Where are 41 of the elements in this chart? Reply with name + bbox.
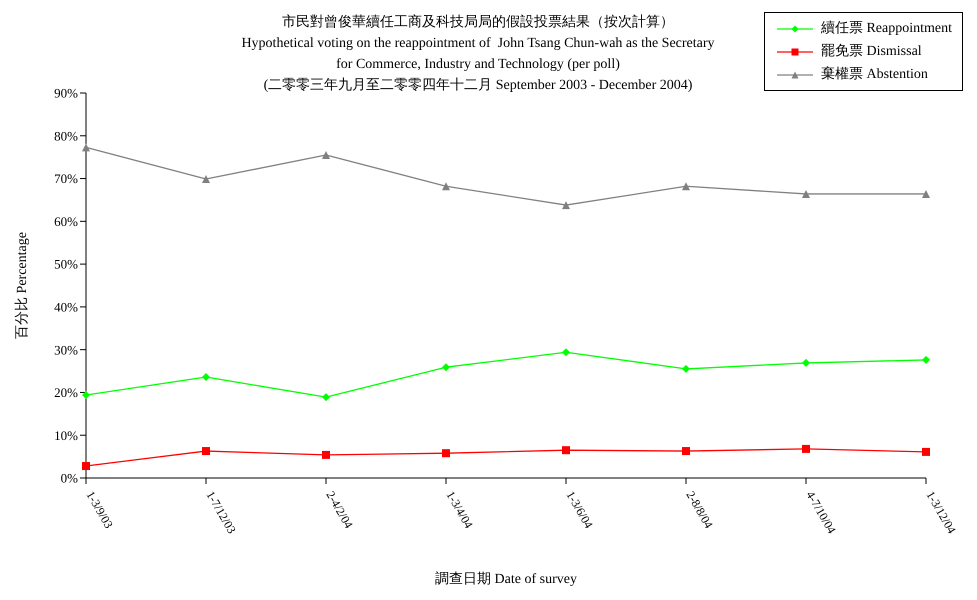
point xyxy=(202,373,210,382)
point xyxy=(802,358,810,367)
point xyxy=(82,391,90,400)
point xyxy=(82,462,90,470)
point xyxy=(322,450,330,459)
y-tick-label: 10% xyxy=(54,428,78,443)
legend-label: 棄權票 Abstention xyxy=(820,65,928,84)
point xyxy=(202,447,210,456)
chart-title: 市民對曾俊華續任工商及科技局局的假設投票結果（按次計算） xyxy=(281,13,675,32)
y-axis-title: 百分比 Percentage xyxy=(14,232,30,339)
point xyxy=(442,363,450,372)
y-tick-label: 80% xyxy=(54,128,78,144)
y-tick-label: 20% xyxy=(54,385,78,400)
point xyxy=(322,393,330,402)
point xyxy=(562,201,570,210)
chart-subtitle: Hypothetical voting on the reappointment of John Tsang Chun-wah as the Secretary for Commerce, Industry and Technology (per poll) (二零零三年九月至二零零四年十二月 September 2003 - December 2004) xyxy=(240,35,716,95)
point xyxy=(202,174,210,183)
y-tick-label: 60% xyxy=(54,214,78,229)
x-axis-title: 調查日期 Date of survey xyxy=(435,571,577,587)
point xyxy=(442,449,450,458)
point xyxy=(922,356,930,364)
point xyxy=(682,182,690,190)
point xyxy=(922,190,930,198)
point xyxy=(682,447,690,456)
point xyxy=(682,364,690,373)
legend-label: 罷免票 Dismissal xyxy=(820,42,922,61)
point xyxy=(442,182,450,190)
y-tick-label: 0% xyxy=(60,470,78,486)
point xyxy=(922,448,930,456)
point xyxy=(802,444,810,453)
point xyxy=(562,446,570,454)
legend-label: 續任票 Reappointment xyxy=(820,20,952,38)
point xyxy=(802,190,810,198)
point xyxy=(82,143,90,152)
point xyxy=(322,151,330,160)
y-tick-label: 90% xyxy=(54,86,78,101)
y-tick-label: 50% xyxy=(54,256,78,272)
y-tick-label: 70% xyxy=(54,171,78,186)
point xyxy=(562,348,570,356)
y-tick-label: 40% xyxy=(54,300,78,315)
y-tick-label: 30% xyxy=(54,342,78,358)
